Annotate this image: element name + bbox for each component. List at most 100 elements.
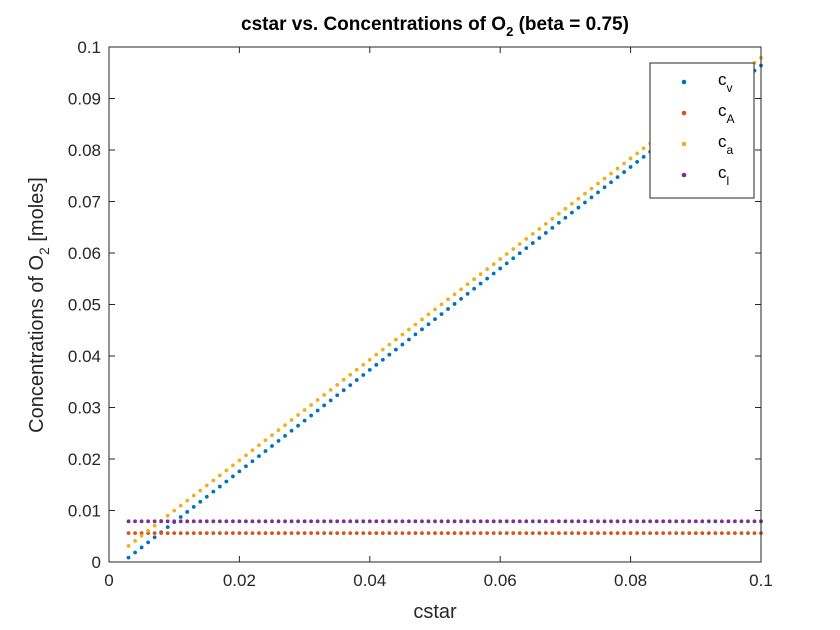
data-point xyxy=(407,519,411,524)
data-point xyxy=(276,439,281,443)
data-point xyxy=(354,531,359,536)
data-point xyxy=(504,519,509,524)
data-point xyxy=(211,478,216,483)
data-point xyxy=(622,161,626,166)
data-point xyxy=(354,519,359,524)
y-axis-ticks: 0 0.01 0.02 0.03 0.04 0.05 0.06 0.07 0.08 0.09 0.1 xyxy=(68,38,761,572)
data-point xyxy=(139,531,144,536)
data-point xyxy=(504,261,509,266)
data-point xyxy=(550,216,555,221)
data-point xyxy=(420,531,424,536)
data-point xyxy=(654,531,659,536)
data-point xyxy=(276,428,281,433)
x-tick-label: 0.08 xyxy=(614,571,647,590)
data-point xyxy=(543,531,548,536)
data-point xyxy=(198,499,203,504)
data-point xyxy=(198,519,203,524)
data-point xyxy=(459,296,463,301)
data-point xyxy=(211,519,216,524)
data-point xyxy=(178,515,183,519)
data-point xyxy=(244,519,248,524)
data-point xyxy=(752,519,757,524)
data-point xyxy=(706,519,711,524)
legend-label: cl xyxy=(718,163,729,188)
data-point xyxy=(439,519,444,524)
data-point xyxy=(635,151,640,156)
data-point xyxy=(139,533,144,538)
data-point xyxy=(270,433,274,438)
data-point xyxy=(524,531,529,536)
data-point xyxy=(230,519,235,524)
data-point xyxy=(178,503,183,508)
data-point xyxy=(537,236,542,240)
data-point xyxy=(609,519,613,524)
data-point xyxy=(517,251,522,256)
data-point xyxy=(628,531,633,536)
data-point xyxy=(641,146,646,151)
data-point xyxy=(498,519,503,524)
data-point xyxy=(661,531,666,536)
data-point xyxy=(244,464,248,469)
data-point xyxy=(315,519,320,524)
data-point xyxy=(420,317,424,322)
y-tick-label: 0.07 xyxy=(68,193,101,212)
data-point xyxy=(472,531,477,536)
data-point xyxy=(426,322,431,327)
data-point xyxy=(433,519,437,524)
data-point xyxy=(615,519,620,524)
data-point xyxy=(420,327,424,332)
x-tick-label: 0.04 xyxy=(353,571,386,590)
data-point xyxy=(322,531,327,536)
data-point xyxy=(622,170,626,174)
data-point xyxy=(367,357,372,362)
data-point xyxy=(491,531,496,536)
data-point xyxy=(172,508,177,513)
data-point xyxy=(413,332,418,337)
data-point xyxy=(570,210,574,215)
data-point xyxy=(400,531,405,536)
data-point xyxy=(485,276,490,281)
data-point xyxy=(172,531,177,536)
data-point xyxy=(204,483,209,488)
data-point xyxy=(517,519,522,524)
data-point xyxy=(270,519,274,524)
data-point xyxy=(387,352,392,357)
data-point xyxy=(126,555,131,560)
data-point xyxy=(498,257,503,261)
data-point xyxy=(628,156,633,161)
data-point xyxy=(641,154,646,159)
data-point xyxy=(191,493,196,498)
data-point xyxy=(309,413,314,418)
data-point xyxy=(511,519,516,524)
data-point xyxy=(726,531,731,536)
data-point xyxy=(413,531,418,536)
data-point xyxy=(400,519,405,524)
data-point xyxy=(159,519,164,524)
data-point xyxy=(335,531,340,536)
data-point xyxy=(413,322,418,327)
data-point xyxy=(152,531,157,536)
data-point xyxy=(283,519,287,524)
data-point xyxy=(263,531,268,536)
y-tick-label: 0.08 xyxy=(68,141,101,160)
data-point xyxy=(237,519,242,524)
data-point xyxy=(315,408,320,413)
data-point xyxy=(322,403,327,408)
data-point xyxy=(426,519,431,524)
data-point xyxy=(224,479,229,484)
data-point xyxy=(393,519,398,524)
data-point xyxy=(674,531,679,536)
data-point xyxy=(446,531,450,536)
data-point xyxy=(589,519,594,524)
data-point xyxy=(746,531,750,536)
data-point xyxy=(204,531,209,536)
data-point xyxy=(185,498,190,503)
data-point xyxy=(446,307,450,311)
data-point xyxy=(622,531,626,536)
data-point xyxy=(439,312,444,317)
data-point xyxy=(602,185,607,190)
data-point xyxy=(211,489,216,494)
data-point xyxy=(752,531,757,536)
x-tick-label: 0.06 xyxy=(484,571,517,590)
